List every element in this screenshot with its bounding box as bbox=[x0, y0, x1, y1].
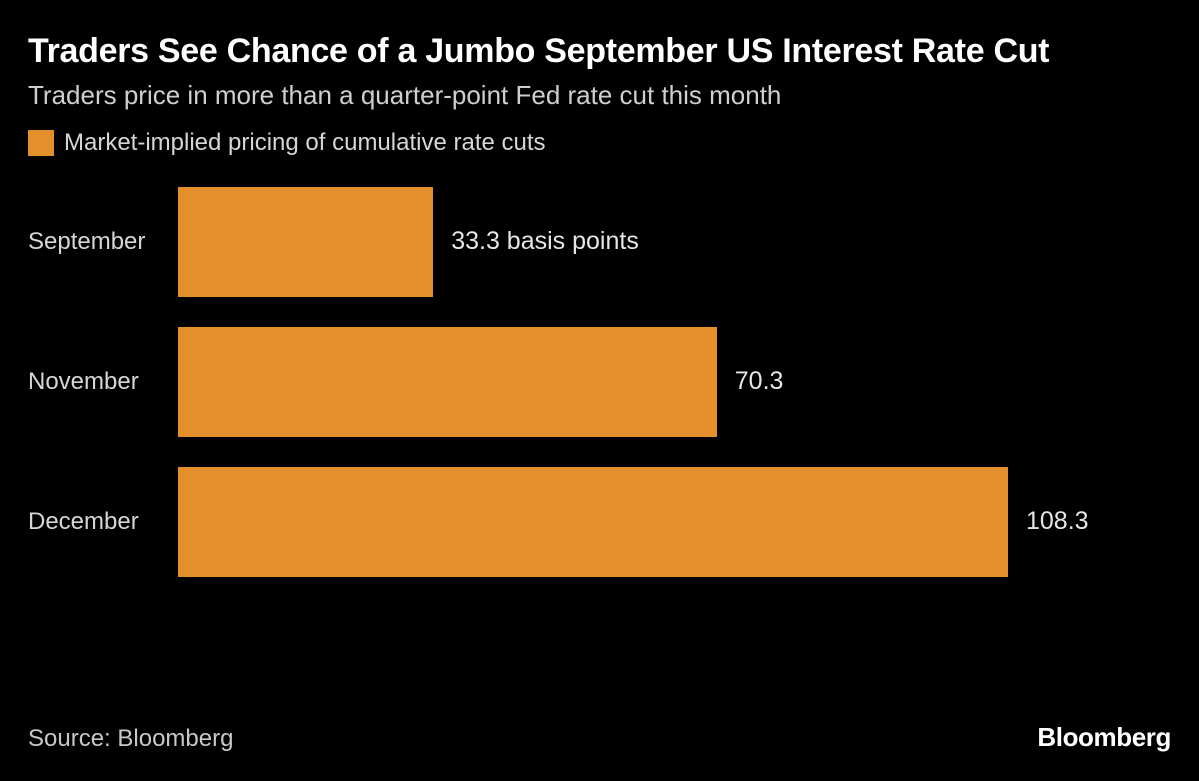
bar-row-december: December 108.3 bbox=[28, 467, 1171, 577]
bar-category-label: November bbox=[28, 368, 178, 396]
bar-row-november: November 70.3 bbox=[28, 327, 1171, 437]
bar-track: 33.3 basis points bbox=[178, 187, 1171, 297]
bar-fill bbox=[178, 327, 717, 437]
chart-subtitle: Traders price in more than a quarter-poi… bbox=[28, 79, 1171, 113]
bars-area: September 33.3 basis points November 70.… bbox=[28, 187, 1171, 577]
bar-track: 108.3 bbox=[178, 467, 1171, 577]
chart-title: Traders See Chance of a Jumbo September … bbox=[28, 32, 1128, 71]
bar-fill bbox=[178, 187, 433, 297]
bar-value-label: 33.3 basis points bbox=[451, 227, 639, 256]
bar-row-september: September 33.3 basis points bbox=[28, 187, 1171, 297]
legend-label: Market-implied pricing of cumulative rat… bbox=[64, 129, 546, 157]
bloomberg-watermark: Bloomberg bbox=[1037, 722, 1171, 753]
bar-value-label: 70.3 bbox=[735, 367, 784, 396]
bar-value-label: 108.3 bbox=[1026, 507, 1089, 536]
bar-category-label: September bbox=[28, 228, 178, 256]
legend: Market-implied pricing of cumulative rat… bbox=[28, 129, 1171, 157]
bar-category-label: December bbox=[28, 508, 178, 536]
chart-container: Traders See Chance of a Jumbo September … bbox=[0, 0, 1199, 781]
legend-swatch bbox=[28, 130, 54, 156]
bar-fill bbox=[178, 467, 1008, 577]
bar-track: 70.3 bbox=[178, 327, 1171, 437]
source-text: Source: Bloomberg bbox=[28, 725, 233, 753]
